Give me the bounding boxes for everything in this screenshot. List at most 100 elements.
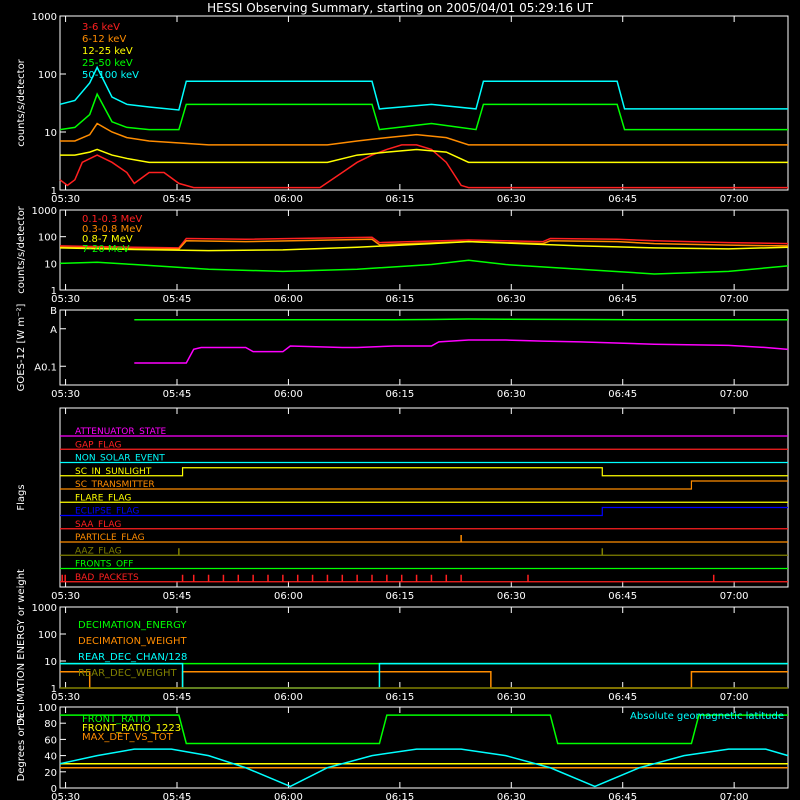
flag-trace <box>60 480 788 490</box>
panel-frame <box>59 15 789 191</box>
panel-ratios: 05:30 05:45 06:00 06:15 06:30 06:45 07:00 0 20 40… <box>16 703 789 800</box>
flag-label: FLARE_FLAG <box>75 493 131 503</box>
y-axis-label: Degrees or % <box>16 714 27 782</box>
y-tick-label: 20 <box>44 768 57 779</box>
x-tick-label: 07:00 <box>720 389 749 400</box>
flag-label: SC_IN_SUNLIGHT <box>75 467 152 477</box>
series-line <box>59 748 789 788</box>
y-tick-label: 1000 <box>32 603 57 614</box>
x-tick-label: 07:00 <box>720 692 749 703</box>
x-tick-label: 06:45 <box>608 194 637 205</box>
x-tick-label: 05:45 <box>163 294 192 305</box>
x-tick-label: 06:00 <box>274 389 303 400</box>
x-tick-label: 07:00 <box>720 792 749 800</box>
y-tick-label: A0.1 <box>34 362 57 373</box>
series-line <box>59 240 789 252</box>
y-tick-label: A <box>50 325 57 336</box>
x-tick-label: 05:45 <box>163 792 192 800</box>
series-line <box>59 65 788 111</box>
x-tick-label: 06:15 <box>385 389 414 400</box>
panel-frame <box>59 407 789 588</box>
y-axis-label: counts/s/detector <box>16 205 27 293</box>
x-tick-label: 05:45 <box>163 194 192 205</box>
series-line <box>59 259 789 275</box>
flag-label: AAZ_FLAG <box>75 546 122 556</box>
y-tick-label: 1 <box>51 186 57 197</box>
series-line <box>60 148 788 164</box>
x-tick-label: 06:00 <box>274 692 303 703</box>
legend-entry: 12-25 keV <box>82 46 133 57</box>
flag-label: BAD_PACKETS <box>75 573 139 583</box>
flag-label: PARTICLE_FLAG <box>75 533 145 543</box>
x-tick-label: 06:30 <box>497 692 526 703</box>
x-tick-label: 05:30 <box>51 792 80 800</box>
legend-entry: DECIMATION_ENERGY <box>78 620 187 631</box>
x-tick-label: 06:15 <box>385 294 414 305</box>
y-tick-label: 80 <box>44 719 57 730</box>
legend-entry: 25-50 keV <box>82 58 133 69</box>
x-tick-label: 05:45 <box>163 591 192 602</box>
flag-trace <box>60 467 788 477</box>
y-tick-label: 100 <box>38 233 57 244</box>
flag-label: ECLIPSE_FLAG <box>75 507 139 517</box>
panel-frame <box>59 209 789 291</box>
legend-entry: 0.1-0.3 MeV <box>82 214 142 225</box>
x-tick-label: 06:30 <box>497 389 526 400</box>
legend-entry: 6-12 keV <box>82 34 126 45</box>
legend-entry: REAR_DEC_CHAN/128 <box>78 652 187 663</box>
series-line <box>134 339 789 364</box>
x-tick-label: 05:30 <box>51 692 80 703</box>
series-line <box>59 238 789 250</box>
series-line <box>59 92 788 131</box>
legend-entry: 0.3-0.8 MeV <box>82 224 142 235</box>
flag-label: NON_SOLAR_EVENT <box>75 454 165 464</box>
x-tick-label: 06:00 <box>274 294 303 305</box>
legend-entry: FRONT_RATIO <box>82 714 151 725</box>
x-tick-label: 06:30 <box>497 792 526 800</box>
legend-entry: FRONT_RATIO_1223 <box>82 723 181 734</box>
y-axis-label: Flags <box>16 484 27 510</box>
flag-label: GAP_FLAG <box>75 440 121 450</box>
y-tick-label: 0 <box>51 784 57 795</box>
y-tick-label: B <box>50 306 57 317</box>
annotation: Absolute geomagnetic latitude <box>630 711 784 722</box>
x-tick-label: 05:30 <box>51 194 80 205</box>
x-tick-label: 05:45 <box>163 692 192 703</box>
x-tick-label: 06:30 <box>497 194 526 205</box>
series-line <box>134 318 788 321</box>
panel-goes: 05:30 05:45 06:00 06:15 06:30 06:45 07:00 A0.1 A… <box>16 304 789 400</box>
x-tick-label: 06:15 <box>385 591 414 602</box>
x-tick-label: 06:45 <box>608 389 637 400</box>
x-tick-label: 06:45 <box>608 294 637 305</box>
x-tick-label: 05:30 <box>51 591 80 602</box>
y-axis-label: DECIMATION ENERGY or weight <box>16 569 27 726</box>
x-tick-label: 07:00 <box>720 591 749 602</box>
x-tick-label: 06:15 <box>385 692 414 703</box>
x-tick-label: 07:00 <box>720 194 749 205</box>
x-tick-label: 07:00 <box>720 294 749 305</box>
legend-entry: REAR_DEC_WEIGHT <box>78 668 177 679</box>
y-tick-label: 10 <box>44 128 57 139</box>
x-tick-label: 06:00 <box>274 792 303 800</box>
y-axis-label: counts/s/detector <box>16 58 27 146</box>
x-tick-label: 06:00 <box>274 194 303 205</box>
series-line <box>60 670 788 689</box>
y-tick-label: 1000 <box>32 206 57 217</box>
legend-entry: MAX_DET_VS_TOT <box>82 732 174 743</box>
flag-label: SAA_FLAG <box>75 520 121 530</box>
y-tick-label: 10 <box>44 657 57 668</box>
panel-lowenergy: 05:30 05:45 06:00 06:15 06:30 06:45 07:00 1 10 10… <box>16 12 789 205</box>
panel-frame <box>59 706 789 789</box>
legend-entry: DECIMATION_WEIGHT <box>78 636 187 647</box>
y-tick-label: 40 <box>44 752 57 763</box>
y-tick-label: 10 <box>44 259 57 270</box>
legend-entry: 3-6 keV <box>82 22 120 33</box>
x-tick-label: 06:30 <box>497 591 526 602</box>
legend-entry: 50-100 keV <box>82 70 139 81</box>
chart-title: HESSI Observing Summary, starting on 200… <box>207 1 593 15</box>
legend-entry: 7-20 MeV <box>82 244 130 255</box>
x-tick-label: 05:45 <box>163 389 192 400</box>
legend-entry: 0.8-7 MeV <box>82 234 133 245</box>
x-tick-label: 06:15 <box>385 194 414 205</box>
